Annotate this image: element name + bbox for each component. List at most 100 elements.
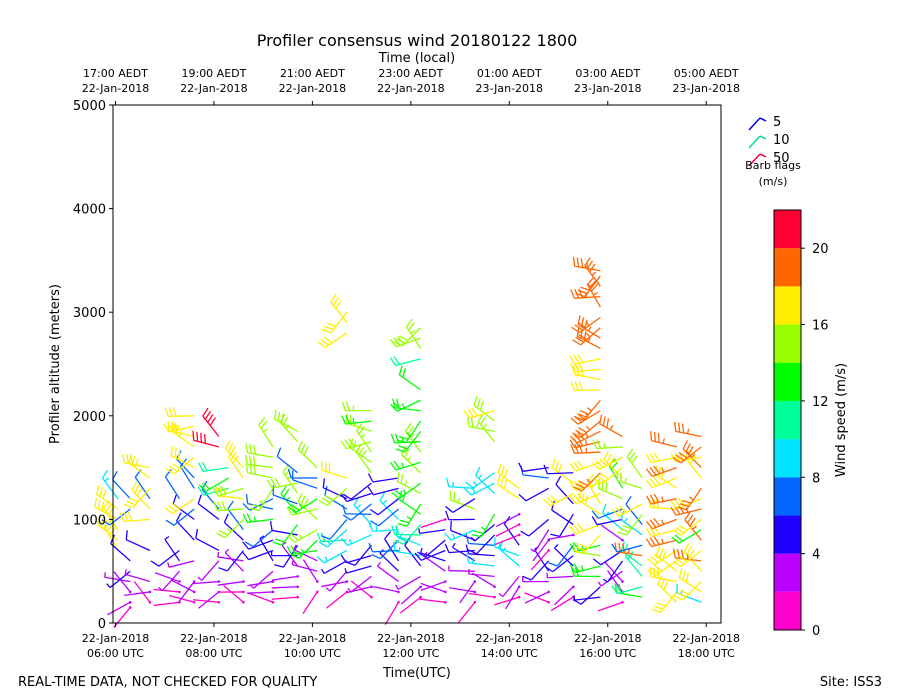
wind-barb — [599, 414, 623, 438]
wind-barb — [463, 407, 495, 419]
wind-barb — [266, 478, 298, 489]
wind-barb — [223, 513, 244, 541]
wind-barb — [197, 560, 220, 581]
wind-barb — [465, 544, 495, 557]
wind-barb — [101, 469, 119, 500]
top-tick-time: 01:00 AEDT — [477, 67, 542, 80]
wind-barb — [520, 518, 550, 537]
wind-barb — [377, 561, 399, 583]
wind-barb — [247, 580, 275, 587]
colorbar-tick-label: 12 — [812, 395, 829, 410]
wind-barb — [110, 534, 131, 562]
colorbar-bin — [774, 362, 801, 401]
bottom-axis-ticks: 22-Jan-2018 06:00 UTC 22-Jan-2018 08:00 UTC… — [82, 623, 740, 660]
wind-barb — [271, 575, 299, 581]
y-tick-label: 3000 — [73, 306, 106, 321]
wind-barb — [165, 456, 195, 475]
wind-barb — [518, 487, 550, 502]
wind-barb — [287, 529, 318, 543]
wind-barb — [379, 492, 399, 520]
wind-barb — [459, 580, 477, 604]
wind-barb — [340, 554, 372, 564]
wind-barb — [530, 529, 550, 553]
wind-barb — [287, 468, 318, 479]
y-tick-label: 0 — [98, 617, 106, 632]
wind-barb — [392, 398, 421, 412]
wind-barb — [600, 524, 624, 542]
wind-barb — [674, 581, 702, 601]
wind-barb — [684, 511, 702, 541]
wind-barb — [302, 590, 319, 614]
wind-barb — [341, 504, 372, 515]
wind-barb — [571, 316, 601, 334]
y-tick-label: 2000 — [73, 410, 106, 425]
bottom-tick-date: 22-Jan-2018 — [82, 632, 150, 645]
wind-barb — [246, 590, 275, 594]
legend-entry-label: 50 — [773, 151, 790, 166]
wind-barbs — [94, 256, 702, 628]
wind-barb — [645, 493, 677, 505]
wind-barb — [347, 575, 372, 593]
wind-barb — [344, 565, 372, 574]
wind-barb — [604, 561, 624, 583]
colorbar-bin — [774, 400, 801, 440]
wind-barb — [601, 504, 623, 531]
wind-barb — [554, 585, 575, 606]
wind-barb — [95, 484, 119, 510]
wind-barb — [672, 518, 702, 536]
wind-barb — [591, 516, 623, 526]
colorbar-bin — [774, 591, 801, 630]
wind-barb — [164, 535, 180, 562]
legend-entry-label: 5 — [773, 115, 781, 130]
bottom-tick-date: 22-Jan-2018 — [180, 632, 248, 645]
wind-barb — [495, 523, 521, 537]
wind-barb — [341, 401, 372, 412]
wind-barb — [396, 420, 422, 444]
top-tick-date: 22-Jan-2018 — [180, 82, 248, 95]
wind-barb — [547, 533, 575, 541]
wind-barb — [593, 467, 623, 485]
colorbar-bin — [774, 324, 801, 363]
wind-barb — [389, 460, 421, 471]
colorbar-tick-label: 4 — [812, 548, 820, 563]
top-axis-ticks: 17:00 AEDT 22-Jan-2018 19:00 AEDT 22-Jan-20… — [82, 67, 740, 105]
legend-entry: 50 — [748, 151, 790, 167]
wind-barb — [391, 482, 422, 499]
wind-barb — [569, 354, 601, 365]
wind-barb — [398, 490, 422, 515]
wind-barb — [420, 582, 447, 594]
bottom-tick-time: 16:00 UTC — [579, 647, 636, 660]
wind-barb — [603, 560, 624, 583]
wind-barb — [258, 417, 274, 448]
wind-barb — [249, 570, 274, 589]
wind-barb — [287, 498, 318, 514]
wind-barb — [518, 462, 549, 472]
wind-barb — [467, 534, 496, 555]
wind-barb — [379, 549, 399, 572]
wind-barb — [113, 571, 132, 594]
wind-barb — [494, 595, 521, 606]
wind-barb — [522, 560, 550, 581]
wind-barb — [244, 454, 274, 469]
wind-barb — [242, 539, 274, 550]
wind-barb — [397, 503, 422, 527]
y-tick-label: 1000 — [73, 513, 106, 528]
wind-barb — [404, 537, 422, 567]
wind-barb — [326, 590, 349, 609]
wind-barb — [505, 585, 521, 610]
wind-barb — [645, 536, 677, 548]
wind-barb — [683, 543, 702, 572]
wind-barb — [418, 528, 446, 534]
wind-barb — [497, 463, 520, 489]
wind-barb — [389, 356, 421, 367]
wind-barb — [272, 485, 298, 505]
wind-barb — [242, 549, 274, 561]
wind-barb — [449, 587, 477, 594]
x-axis-label: Time(UTC) — [382, 666, 451, 681]
wind-barb — [647, 549, 678, 566]
wind-barb — [122, 453, 151, 469]
colorbar-bin — [774, 477, 801, 516]
wind-barb — [570, 381, 601, 392]
wind-barb — [468, 592, 496, 599]
colorbar-tick-label: 20 — [812, 242, 829, 257]
